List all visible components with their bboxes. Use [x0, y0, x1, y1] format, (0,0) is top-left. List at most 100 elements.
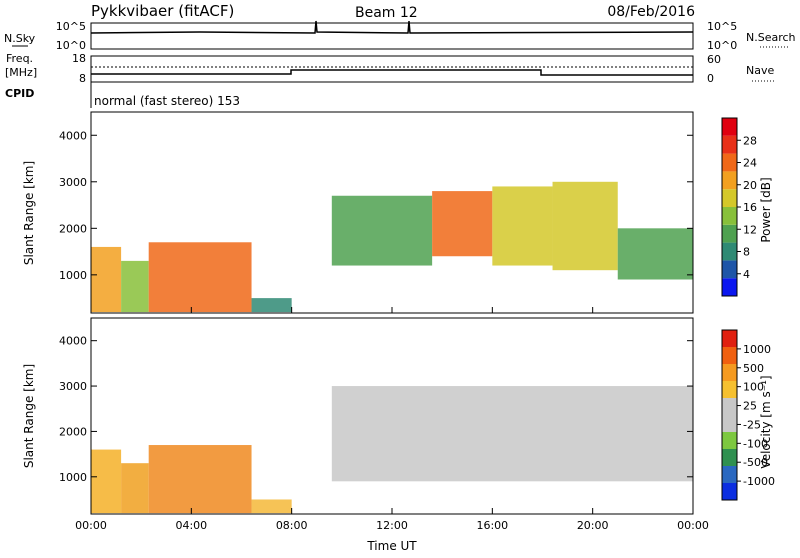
colorbar-tick-label: 16: [743, 201, 757, 214]
colorbar-segment: [722, 432, 737, 449]
echo-region: [148, 242, 252, 313]
freq-tick-high: 18: [72, 52, 86, 65]
noise-right-tick-high: 10^5: [707, 20, 737, 33]
noise-right-label: N.Search: [746, 31, 796, 44]
colorbar-tick-label: 25: [743, 400, 757, 413]
x-tick-label: 04:00: [175, 519, 207, 532]
colorbar-segment: [722, 135, 737, 154]
echo-region: [552, 181, 618, 271]
velocity-ylabel: Slant Range [km]: [22, 364, 36, 468]
velocity-echo-layer: [91, 386, 693, 514]
x-tick-label: 16:00: [476, 519, 508, 532]
noise-panel: [90, 22, 694, 50]
velocity-colorbar-label: Velocity [m s⁻¹]: [759, 375, 773, 468]
colorbar-segment: [722, 347, 737, 364]
noise-left-tick-low: 10^0: [56, 39, 86, 52]
noise-right-tick-low: 10^0: [707, 39, 737, 52]
echo-region: [251, 499, 292, 514]
y-tick-label: 3000: [59, 176, 87, 189]
power-ylabel: Slant Range [km]: [22, 161, 36, 265]
colorbar-segment: [722, 118, 737, 136]
y-tick-label: 2000: [59, 425, 87, 438]
colorbar-segment: [722, 483, 737, 500]
echo-region: [91, 449, 122, 514]
echo-region: [432, 191, 493, 257]
colorbar-tick-label: -1000: [743, 475, 775, 488]
colorbar-segment: [722, 398, 737, 415]
frequency-trace: [91, 69, 693, 76]
colorbar-segment: [722, 153, 737, 172]
frequency-panel: [90, 55, 694, 83]
x-tick-label: 00:00: [677, 519, 709, 532]
colorbar-segment: [722, 278, 737, 296]
noise-left-tick-high: 10^5: [56, 20, 86, 33]
beam-title: Beam 12: [355, 5, 418, 21]
colorbar-segment: [722, 415, 737, 432]
y-tick-label: 1000: [59, 471, 87, 484]
station-title: Pykkvibaer (fitACF): [91, 2, 234, 20]
colorbar-segment: [722, 381, 737, 398]
y-tick-label: 4000: [59, 335, 87, 348]
colorbar-segment: [722, 189, 737, 207]
colorbar-segment: [722, 224, 737, 243]
colorbar-tick-label: 20: [743, 179, 757, 192]
echo-region: [492, 186, 553, 266]
x-tick-label: 12:00: [376, 519, 408, 532]
colorbar-segment: [722, 466, 737, 483]
echo-region: [617, 228, 693, 280]
velocity-colorbar: 1000 500 100 25 -25 -100 -500 -1000: [721, 329, 775, 501]
x-tick-label: 20:00: [577, 519, 609, 532]
colorbar-tick-label: -100: [743, 437, 768, 450]
colorbar-tick-label: -500: [743, 456, 768, 469]
power-y-axis: 1000 2000 3000 4000: [59, 129, 693, 282]
colorbar-segment: [722, 260, 737, 279]
velocity-x-axis: 00:00 04:00 08:00 12:00 16:00 20:00 00:00: [75, 508, 709, 532]
colorbar-segment: [722, 242, 737, 261]
power-panel: 1000 2000 3000 4000 Slant Range [km]: [22, 111, 694, 314]
x-tick-label: 00:00: [75, 519, 107, 532]
echo-region: [148, 445, 252, 514]
echo-region: [331, 195, 433, 266]
colorbar-segment: [722, 364, 737, 381]
noise-left-label: N.Sky: [4, 32, 36, 45]
date-title: 08/Feb/2016: [607, 4, 695, 20]
colorbar-tick-label: 4: [743, 268, 750, 281]
noise-sky-trace: [90, 20, 694, 34]
echo-region: [121, 260, 149, 313]
colorbar-tick-label: -25: [743, 418, 761, 431]
colorbar-tick-label: 28: [743, 134, 757, 147]
colorbar-segment: [722, 449, 737, 466]
y-tick-label: 4000: [59, 129, 87, 142]
cpid-text: normal (fast stereo) 153: [94, 94, 240, 108]
colorbar-tick-label: 24: [743, 157, 757, 170]
velocity-xlabel: Time UT: [366, 539, 417, 553]
x-tick-label: 08:00: [276, 519, 308, 532]
nave-tick-high: 60: [707, 53, 721, 66]
colorbar-tick-label: 500: [743, 362, 764, 375]
colorbar-tick-label: 1000: [743, 343, 771, 356]
nave-tick-low: 0: [707, 72, 714, 85]
colorbar-segment: [722, 207, 737, 225]
echo-region: [91, 246, 122, 313]
echo-region: [251, 298, 292, 313]
y-tick-label: 2000: [59, 222, 87, 235]
freq-label-1: Freq.: [6, 52, 33, 65]
cpid-label: CPID: [5, 87, 34, 100]
colorbar-segment: [722, 171, 737, 190]
colorbar-tick-label: 100: [743, 381, 764, 394]
colorbar-tick-label: 12: [743, 223, 757, 236]
colorbar-segment: [722, 330, 737, 347]
echo-region: [331, 386, 693, 482]
freq-tick-low: 8: [79, 72, 86, 85]
velocity-y-axis: 1000 2000 3000 4000: [59, 335, 693, 484]
power-echo-layer: [90, 181, 694, 313]
colorbar-tick-label: 8: [743, 246, 750, 259]
y-tick-label: 1000: [59, 269, 87, 282]
nave-label: Nave: [746, 64, 774, 77]
power-colorbar-label: Power [dB]: [759, 177, 773, 242]
power-colorbar: 4 8 12 16 20 24 28: [721, 117, 757, 297]
freq-label-2: [MHz]: [5, 66, 37, 79]
echo-region: [121, 463, 149, 514]
